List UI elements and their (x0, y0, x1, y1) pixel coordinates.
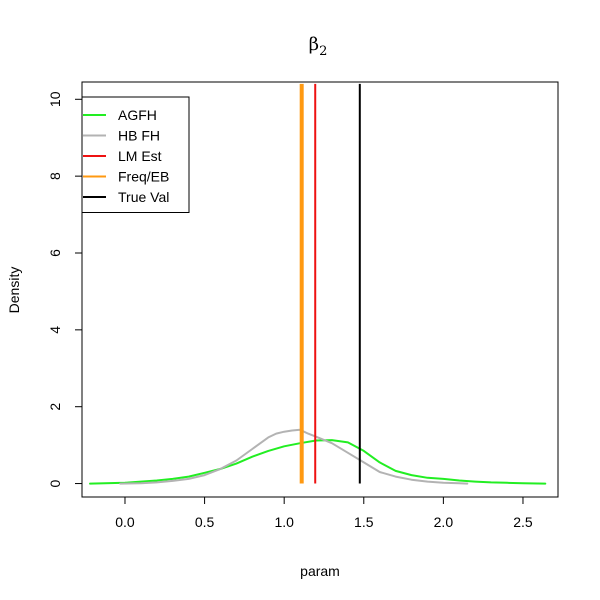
x-tick-label: 0.5 (195, 514, 215, 530)
x-tick-label: 2.5 (513, 514, 533, 530)
x-axis-label: param (300, 563, 340, 579)
y-tick-label: 2 (47, 403, 63, 411)
x-tick-label: 1.0 (274, 514, 294, 530)
y-tick-label: 4 (47, 326, 63, 334)
y-tick-label: 10 (47, 91, 63, 107)
y-axis: 0 2 4 6 8 10 (47, 91, 83, 487)
x-tick-label: 0.0 (115, 514, 135, 530)
x-tick-label: 2.0 (434, 514, 454, 530)
series-layer (89, 428, 547, 485)
chart-title-main: β (309, 34, 319, 55)
y-axis-label: Density (6, 267, 22, 314)
x-tick-label: 1.5 (354, 514, 374, 530)
series-line-agfh (89, 439, 547, 485)
legend-label-hb-fh: HB FH (118, 128, 160, 144)
legend-label-lm-est: LM Est (118, 148, 162, 164)
chart-title: β2 (309, 34, 328, 59)
reference-lines-layer (299, 83, 361, 484)
x-axis: 0.0 0.5 1.0 1.5 2.0 2.5 (115, 496, 533, 530)
y-tick-label: 0 (47, 479, 63, 487)
chart-title-subscript: 2 (319, 44, 327, 59)
series-line-hb-fh (119, 428, 469, 485)
legend-label-true-val: True Val (118, 189, 169, 205)
legend: AGFH HB FH LM Est Freq/EB True Val (81, 96, 190, 213)
legend-label-agfh: AGFH (118, 107, 157, 123)
y-tick-label: 6 (47, 249, 63, 257)
legend-label-freq-eb: Freq/EB (118, 169, 169, 185)
legend-box (81, 96, 190, 213)
y-tick-label: 8 (47, 172, 63, 180)
